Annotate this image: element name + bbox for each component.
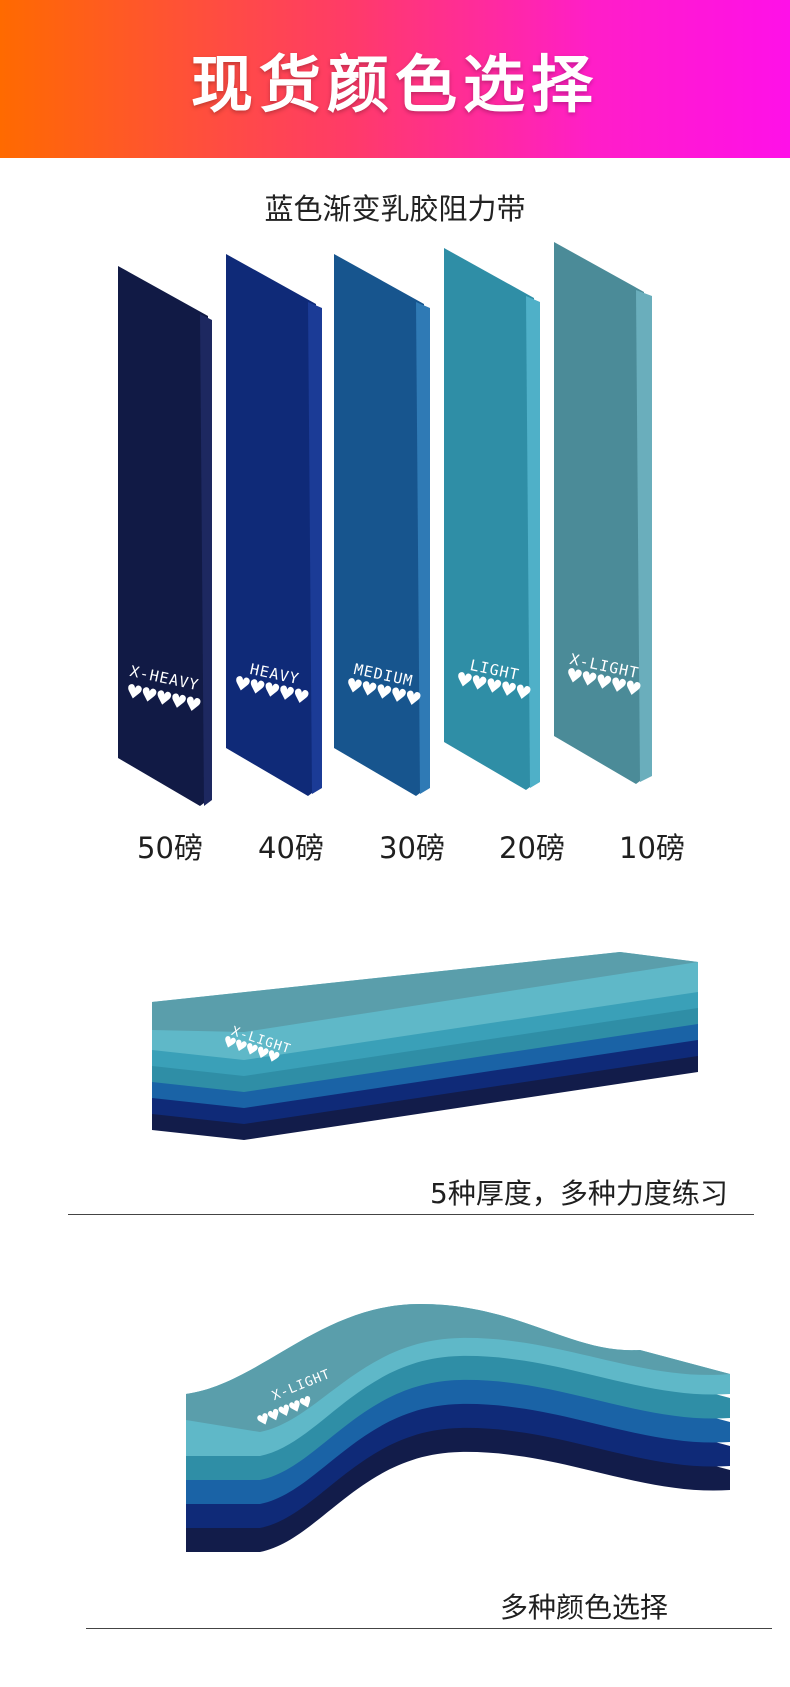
band-weight-light: 20磅: [499, 831, 565, 865]
band-weight-heavy: 40磅: [258, 831, 324, 865]
band-light-shape: [444, 248, 540, 790]
band-medium-shape: [334, 254, 430, 796]
band-weight-x-light: 10磅: [619, 831, 685, 865]
wave-stack-caption: 多种颜色选择: [500, 1591, 669, 1624]
banner-title: 现货颜色选择: [190, 48, 599, 121]
band-weight-x-heavy: 50磅: [137, 831, 203, 865]
band-heavy-shape: [226, 254, 322, 796]
wave-stack-shape: [186, 1304, 730, 1552]
band-weight-medium: 30磅: [379, 831, 445, 865]
flat-stack-caption: 5种厚度，多种力度练习: [430, 1177, 728, 1210]
banner-header: 现货颜色选择: [0, 0, 790, 158]
flat-stack-shape: [152, 952, 698, 1140]
band-x-light-shape: [554, 242, 652, 784]
divider-line-2: [86, 1628, 772, 1629]
divider-line-1: [68, 1214, 754, 1215]
band-x-heavy-shape: [118, 266, 212, 806]
product-subtitle: 蓝色渐变乳胶阻力带: [264, 192, 526, 226]
